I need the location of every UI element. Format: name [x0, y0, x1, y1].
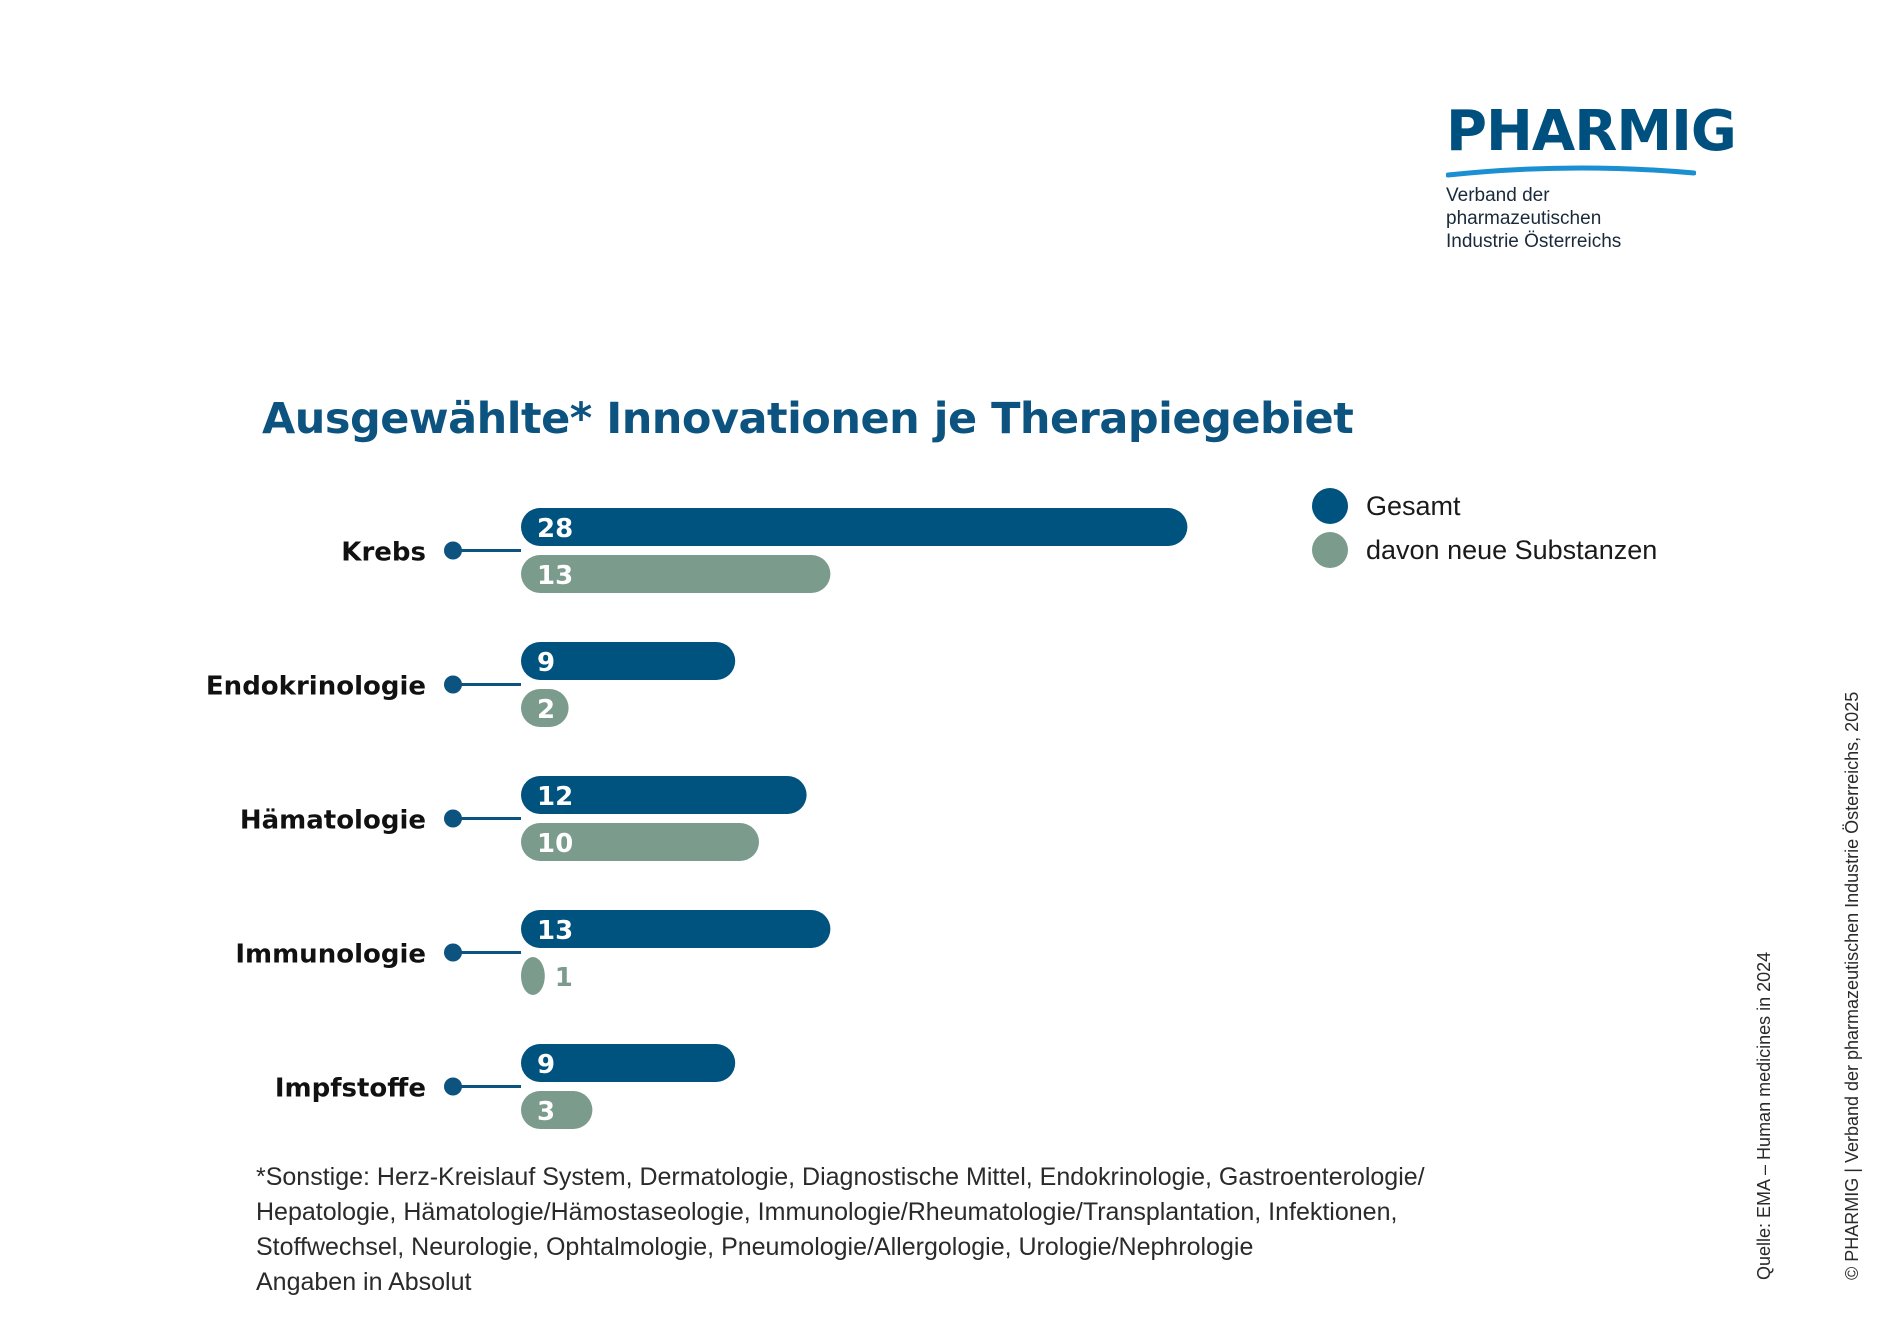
legend-item-gesamt: Gesamt [1312, 488, 1657, 524]
category-label-immunologie: Immunologie [235, 940, 426, 970]
category-label-haematologie: Hämatologie [240, 806, 426, 836]
source-note: Quelle: EMA – Human medicines in 2024 [1754, 951, 1774, 1280]
footnote-line-1: *Sonstige: Herz-Kreislauf System, Dermat… [256, 1163, 1425, 1191]
logo-wordmark: PHARMIG [1446, 99, 1737, 164]
footnote-units: Angaben in Absolut [256, 1268, 472, 1296]
bar-neue-substanzen-endokrinologie [521, 689, 569, 727]
value-label-gesamt-haematologie: 12 [537, 782, 573, 812]
legend-label-neue-substanzen: davon neue Substanzen [1366, 534, 1658, 565]
legend-swatch-neue-substanzen [1312, 532, 1348, 568]
value-label-gesamt-impfstoffe: 9 [537, 1050, 555, 1080]
pharmig-logo: PHARMIG Verband der pharmazeutischen Ind… [1446, 99, 1737, 253]
bar-gesamt-krebs [521, 508, 1188, 546]
copyright-note: © PHARMIG | Verband der pharmazeutischen… [1842, 691, 1862, 1280]
legend-item-neue-substanzen: davon neue Substanzen [1312, 532, 1657, 568]
logo-subtitle: Verband der pharmazeutischen Industrie Ö… [1446, 184, 1706, 253]
bar-gesamt-haematologie [521, 776, 807, 814]
value-label-gesamt-endokrinologie: 9 [537, 648, 555, 678]
value-label-gesamt-immunologie: 13 [537, 916, 573, 946]
value-label-neue-substanzen-haematologie: 10 [537, 829, 573, 859]
category-label-endokrinologie: Endokrinologie [206, 672, 426, 702]
bar-neue-substanzen-impfstoffe [521, 1091, 593, 1129]
bar-neue-substanzen-immunologie [521, 957, 545, 995]
chart-legend: Gesamt davon neue Substanzen [1312, 488, 1657, 576]
category-label-krebs: Krebs [341, 538, 426, 568]
bar-neue-substanzen-haematologie [521, 823, 759, 861]
bar-gesamt-immunologie [521, 910, 831, 948]
bar-neue-substanzen-krebs [521, 555, 831, 593]
logo-subtitle-line2: Industrie Österreichs [1446, 231, 1622, 252]
footnote: *Sonstige: Herz-Kreislauf System, Dermat… [256, 1160, 1576, 1300]
chart-title: Ausgewählte* Innovationen je Therapiegeb… [262, 394, 1354, 444]
bar-gesamt-endokrinologie [521, 642, 736, 680]
category-label-impfstoffe: Impfstoffe [275, 1074, 426, 1104]
logo-subtitle-line1: Verband der pharmazeutischen [1446, 185, 1602, 229]
value-label-neue-substanzen-krebs: 13 [537, 561, 573, 591]
value-label-gesamt-krebs: 28 [537, 514, 573, 544]
bar-gesamt-impfstoffe [521, 1044, 736, 1082]
legend-swatch-gesamt [1312, 488, 1348, 524]
value-label-neue-substanzen-immunologie: 1 [555, 963, 573, 993]
legend-label-gesamt: Gesamt [1366, 490, 1461, 521]
value-label-neue-substanzen-endokrinologie: 2 [537, 695, 555, 725]
footnote-line-2: Hepatologie, Hämatologie/Hämostaseologie… [256, 1198, 1398, 1226]
logo-swoosh-icon [1446, 165, 1696, 178]
footnote-line-3: Stoffwechsel, Neurologie, Ophtalmologie,… [256, 1233, 1254, 1261]
value-label-neue-substanzen-impfstoffe: 3 [537, 1097, 555, 1127]
